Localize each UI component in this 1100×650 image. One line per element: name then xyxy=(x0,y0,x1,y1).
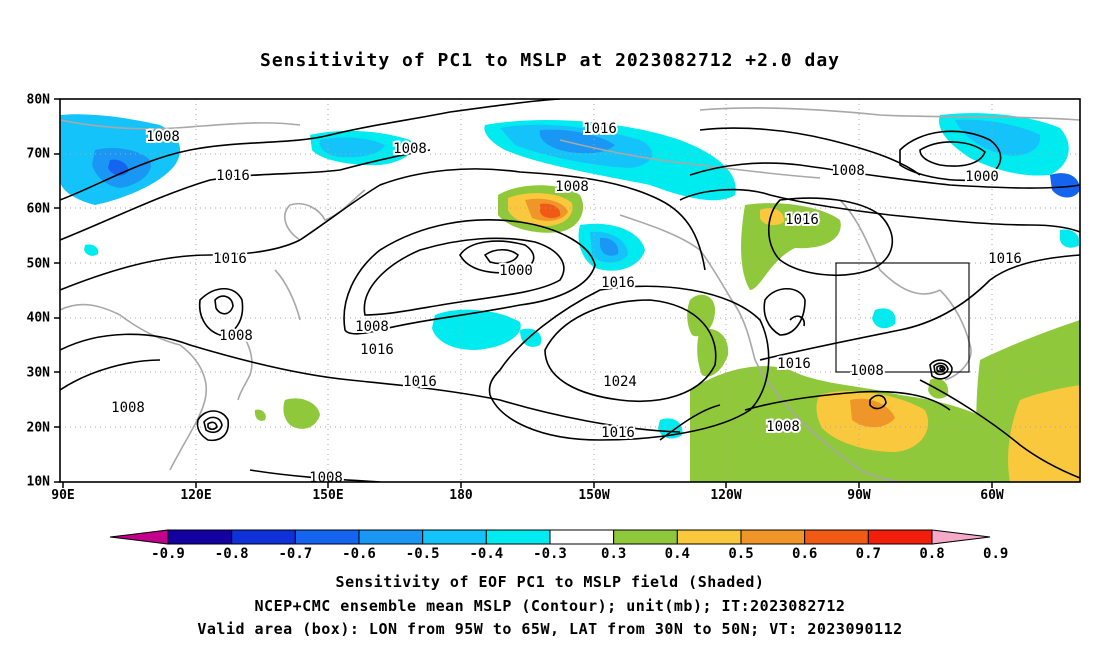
contour-label: 1008 xyxy=(766,419,800,435)
axis-ticks xyxy=(54,98,993,488)
coastlines xyxy=(60,107,1080,482)
colorbar-swatch xyxy=(613,529,678,545)
colorbar-label: 0.4 xyxy=(665,546,690,562)
contour-label: 1008 xyxy=(555,179,589,195)
colorbar-label: -0.4 xyxy=(469,546,503,562)
lat-label: 60N xyxy=(27,202,51,217)
lat-label: 10N xyxy=(27,475,51,490)
contour-label: 1008 xyxy=(309,470,343,486)
contour-label: 1008 xyxy=(355,319,389,335)
contour-label: 1016 xyxy=(988,251,1022,267)
lon-label: 90W xyxy=(847,488,871,503)
contour-label: 1008 xyxy=(146,129,180,145)
lon-label: 60W xyxy=(980,488,1004,503)
lat-label: 20N xyxy=(27,421,51,436)
lon-labels: 90E 120E 150E 180 150W 120W 90W 60W xyxy=(51,488,1004,503)
contour-label: 1024 xyxy=(603,374,637,390)
colorbar-label: -0.5 xyxy=(406,546,440,562)
caption-valid-area: Valid area (box): LON from 95W to 65W, L… xyxy=(197,620,903,638)
lat-label: 30N xyxy=(27,366,51,381)
contour-label: 1016 xyxy=(213,251,247,267)
lat-label: 70N xyxy=(27,147,51,162)
negative-sensitivity-shading xyxy=(60,113,1080,439)
positive-sensitivity-shading xyxy=(254,185,1080,482)
colorbar-swatch xyxy=(294,529,360,545)
contour-label: 1016 xyxy=(403,374,437,390)
colorbar: -0.9 -0.8 -0.7 -0.6 -0.5 -0.4 -0.3 0.3 0.4 0.5 0.6… xyxy=(109,529,1008,562)
colorbar-swatch xyxy=(231,529,296,545)
colorbar-label: 0.9 xyxy=(983,546,1008,562)
map-title: Sensitivity of PC1 to MSLP at 2023082712… xyxy=(259,50,840,71)
colorbar-label: -0.6 xyxy=(342,546,376,562)
colorbar-swatch xyxy=(167,529,233,545)
lon-label: 90E xyxy=(51,488,74,503)
plot-frame xyxy=(59,98,1081,483)
colorbar-label: -0.8 xyxy=(215,546,249,562)
colorbar-swatch xyxy=(740,529,806,545)
contour-label: 1016 xyxy=(583,121,617,137)
contour-label: 1016 xyxy=(785,212,819,228)
lon-label: 120W xyxy=(710,488,741,503)
contour-label: 1000 xyxy=(965,169,999,185)
contour-label: 1008 xyxy=(850,363,884,379)
contour-label: 1008 xyxy=(219,328,253,344)
contour-label: 1016 xyxy=(601,275,635,291)
colorbar-label: -0.7 xyxy=(278,546,312,562)
caption-contour: NCEP+CMC ensemble mean MSLP (Contour); u… xyxy=(254,597,846,615)
contour-label: 1016 xyxy=(360,342,394,358)
colorbar-label: 0.5 xyxy=(728,546,753,562)
contour-label: 1008 xyxy=(393,141,427,157)
colorbar-swatch xyxy=(867,529,933,545)
mslp-contours xyxy=(60,99,1080,482)
colorbar-swatch xyxy=(804,529,869,545)
contour-label: 1016 xyxy=(777,356,811,372)
contour-label: 1016 xyxy=(601,425,635,441)
colorbar-label: -0.3 xyxy=(533,546,567,562)
lat-label: 40N xyxy=(27,311,51,326)
colorbar-end-right xyxy=(931,529,991,545)
lat-label: 80N xyxy=(27,93,51,108)
colorbar-label: 0.3 xyxy=(601,546,626,562)
lon-label: 180 xyxy=(449,488,473,503)
colorbar-swatch xyxy=(549,529,615,545)
lon-label: 150E xyxy=(312,488,343,503)
contour-label: 1008 xyxy=(111,400,145,416)
colorbar-label: 0.6 xyxy=(792,546,817,562)
contour-label: 1000 xyxy=(499,263,533,279)
lon-label: 120E xyxy=(180,488,211,503)
contour-labels: 1008 1016 1008 1016 1008 1000 1008 1000 … xyxy=(109,119,1001,486)
colorbar-label: -0.9 xyxy=(151,546,185,562)
caption-shading: Sensitivity of EOF PC1 to MSLP field (Sh… xyxy=(335,573,765,591)
lon-label: 150W xyxy=(578,488,609,503)
lat-labels: 80N 70N 60N 50N 40N 30N 20N 10N xyxy=(27,93,51,490)
colorbar-label: 0.8 xyxy=(919,546,944,562)
colorbar-end-left xyxy=(109,529,169,545)
lat-label: 50N xyxy=(27,257,51,272)
colorbar-swatch xyxy=(676,529,742,545)
contour-label: 1008 xyxy=(831,163,865,179)
colorbar-swatch xyxy=(422,529,487,545)
colorbar-swatch xyxy=(485,529,551,545)
valid-area-box xyxy=(835,262,970,373)
colorbar-label: 0.7 xyxy=(856,546,881,562)
colorbar-swatch xyxy=(358,529,424,545)
contour-label: 1016 xyxy=(216,168,250,184)
